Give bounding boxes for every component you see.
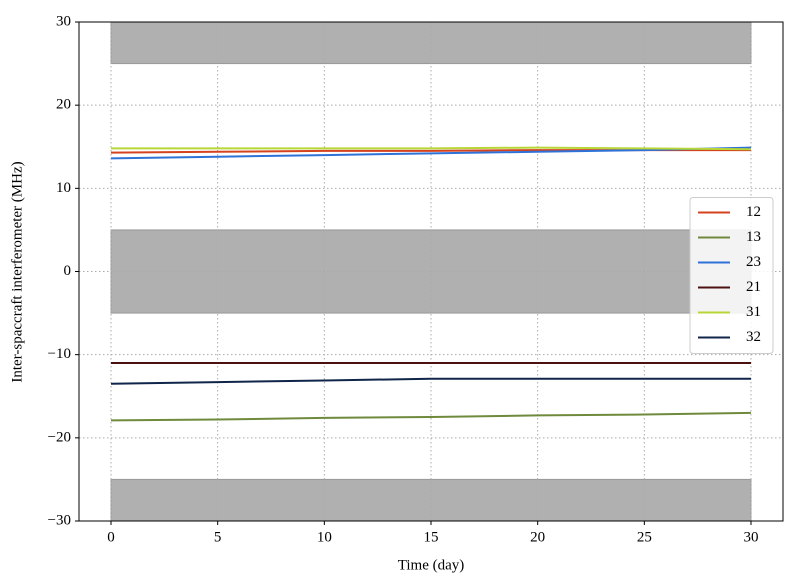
legend-label: 32 [746, 329, 761, 345]
y-tick-label: 20 [56, 97, 71, 113]
legend-label: 13 [746, 229, 761, 245]
x-tick-label: 15 [424, 529, 439, 545]
x-tick-label: 10 [317, 529, 332, 545]
series-line [111, 146, 752, 151]
series-line [110, 146, 752, 160]
legend-label: 23 [746, 254, 761, 270]
x-tick-label: 0 [107, 529, 115, 545]
series-line [110, 377, 751, 385]
x-tick-label: 5 [214, 529, 222, 545]
y-tick-label: −10 [48, 346, 71, 362]
series-line [110, 411, 752, 422]
legend: 12 13 23 21 31 32 [689, 197, 774, 354]
x-tick-label: 20 [530, 529, 545, 545]
plot-frame [78, 21, 784, 522]
y-tick-label: 30 [56, 13, 71, 29]
y-axis-label: Inter-spaccraft interferometer (MHz) [9, 161, 25, 382]
x-tick-label: 25 [637, 529, 652, 545]
y-tick-label: −20 [48, 429, 71, 445]
y-tick-label: 10 [56, 180, 71, 196]
legend-label: 21 [746, 279, 761, 295]
x-tick-label: 30 [744, 529, 759, 545]
x-axis-label: Time (day) [398, 557, 465, 573]
legend-label: 31 [746, 304, 761, 320]
legend-label: 12 [746, 204, 761, 220]
y-tick-label: 0 [64, 263, 72, 279]
y-tick-label: −30 [48, 512, 71, 528]
